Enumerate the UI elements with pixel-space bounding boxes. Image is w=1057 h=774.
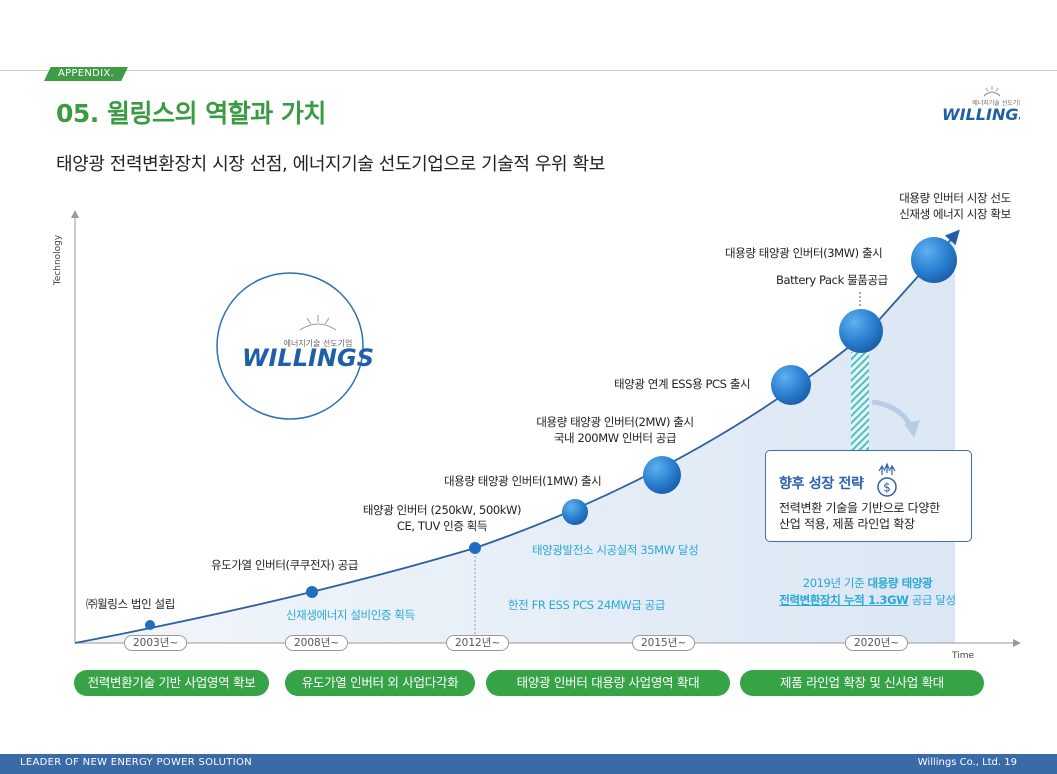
milestone-label: ㈜윌링스 법인 설립 [86, 597, 175, 611]
milestone-point [839, 309, 883, 353]
milestone-label: 대용량 인버터 시장 선도 신재생 에너지 시장 확보 [899, 191, 1011, 221]
center-logo-text: WILLINGS [242, 344, 374, 372]
year-badge: 2003년~ [124, 635, 188, 651]
footer-bar: LEADER OF NEW ENERGY POWER SOLUTION Will… [0, 754, 1057, 774]
phase-pill: 태양광 인버터 대용량 사업영역 확대 [486, 670, 730, 696]
x-axis-label: Time [952, 651, 975, 661]
phase-pill: 전력변환기술 기반 사업영역 확보 [74, 670, 269, 696]
footer-slogan: LEADER OF NEW ENERGY POWER SOLUTION [20, 757, 252, 768]
logo-tagline: 에너지기술 선도기업 [972, 99, 1020, 107]
milestone-label: 대용량 태양광 인버터(1MW) 출시 [444, 474, 602, 488]
growth-diagram: 에너지기술 선도기업 WILLINGS [71, 210, 1021, 647]
milestone-point [469, 542, 481, 554]
appendix-tag: APPENDIX. [44, 67, 128, 81]
growth-area [75, 235, 955, 643]
achievement-note: 2019년 기준 대용량 태양광 전력변환장치 누적 1.3GW 공급 달성 [779, 576, 956, 607]
willings-logo: 에너지기술 선도기업 WILLINGS [942, 86, 1020, 124]
center-logo-tagline: 에너지기술 선도기업 [284, 338, 353, 348]
strategy-box: 향후 성장 전략 $ 전력변환 기술을 기반으로 다양한 산업 적용, 제품 라… [765, 450, 972, 542]
page-subtitle: 태양광 전력변환장치 시장 선점, 에너지기술 선도기업으로 기술적 우위 확보 [56, 154, 605, 175]
milestone-point [306, 586, 318, 598]
achievement-note: 한전 FR ESS PCS 24MW급 공급 [508, 598, 666, 612]
svg-text:$: $ [883, 481, 891, 495]
milestone-label: 대용량 태양광 인버터(3MW) 출시 [725, 246, 883, 260]
strategy-body: 전력변환 기술을 기반으로 다양한 산업 적용, 제품 라인업 확장 [779, 501, 940, 531]
center-logo-ring [216, 272, 364, 420]
milestone-point [643, 456, 681, 494]
header-divider [0, 70, 1057, 71]
phase-pill: 제품 라인업 확장 및 신사업 확대 [740, 670, 984, 696]
year-badge: 2012년~ [446, 635, 510, 651]
milestone-label: 태양광 연계 ESS용 PCS 출시 [614, 377, 751, 391]
achievement-note: 태양광발전소 시공실적 35MW 달성 [532, 543, 699, 557]
milestone-point [562, 499, 588, 525]
footer-page: Willings Co., Ltd. 19 [917, 757, 1017, 768]
milestone-point [771, 365, 811, 405]
y-axis-label: Technology [53, 234, 64, 286]
milestone-label: 태양광 인버터 (250kW, 500kW) CE, TUV 인증 획득 [362, 503, 522, 533]
milestone-label: Battery Pack 물품공급 [776, 273, 888, 287]
achievement-note: 신재생에너지 설비인증 획득 [286, 608, 415, 622]
milestone-point [911, 237, 957, 283]
growth-dollar-icon: $ [877, 462, 897, 497]
growth-bar [851, 352, 869, 450]
milestone-label: 대용량 태양광 인버터(2MW) 출시 국내 200MW 인버터 공급 [536, 415, 694, 445]
phase-pill: 유도가열 인버터 외 사업다각화 [285, 670, 475, 696]
strategy-title: 향후 성장 전략 [779, 476, 864, 492]
page-title: 05. 윌링스의 역할과 가치 [56, 99, 326, 128]
logo-text: WILLINGS [942, 105, 1020, 124]
year-badge: 2008년~ [285, 635, 349, 651]
year-badge: 2015년~ [632, 635, 696, 651]
milestone-label: 유도가열 인버터(쿠쿠전자) 공급 [211, 558, 359, 572]
milestone-point [145, 620, 155, 630]
year-badge: 2020년~ [845, 635, 909, 651]
